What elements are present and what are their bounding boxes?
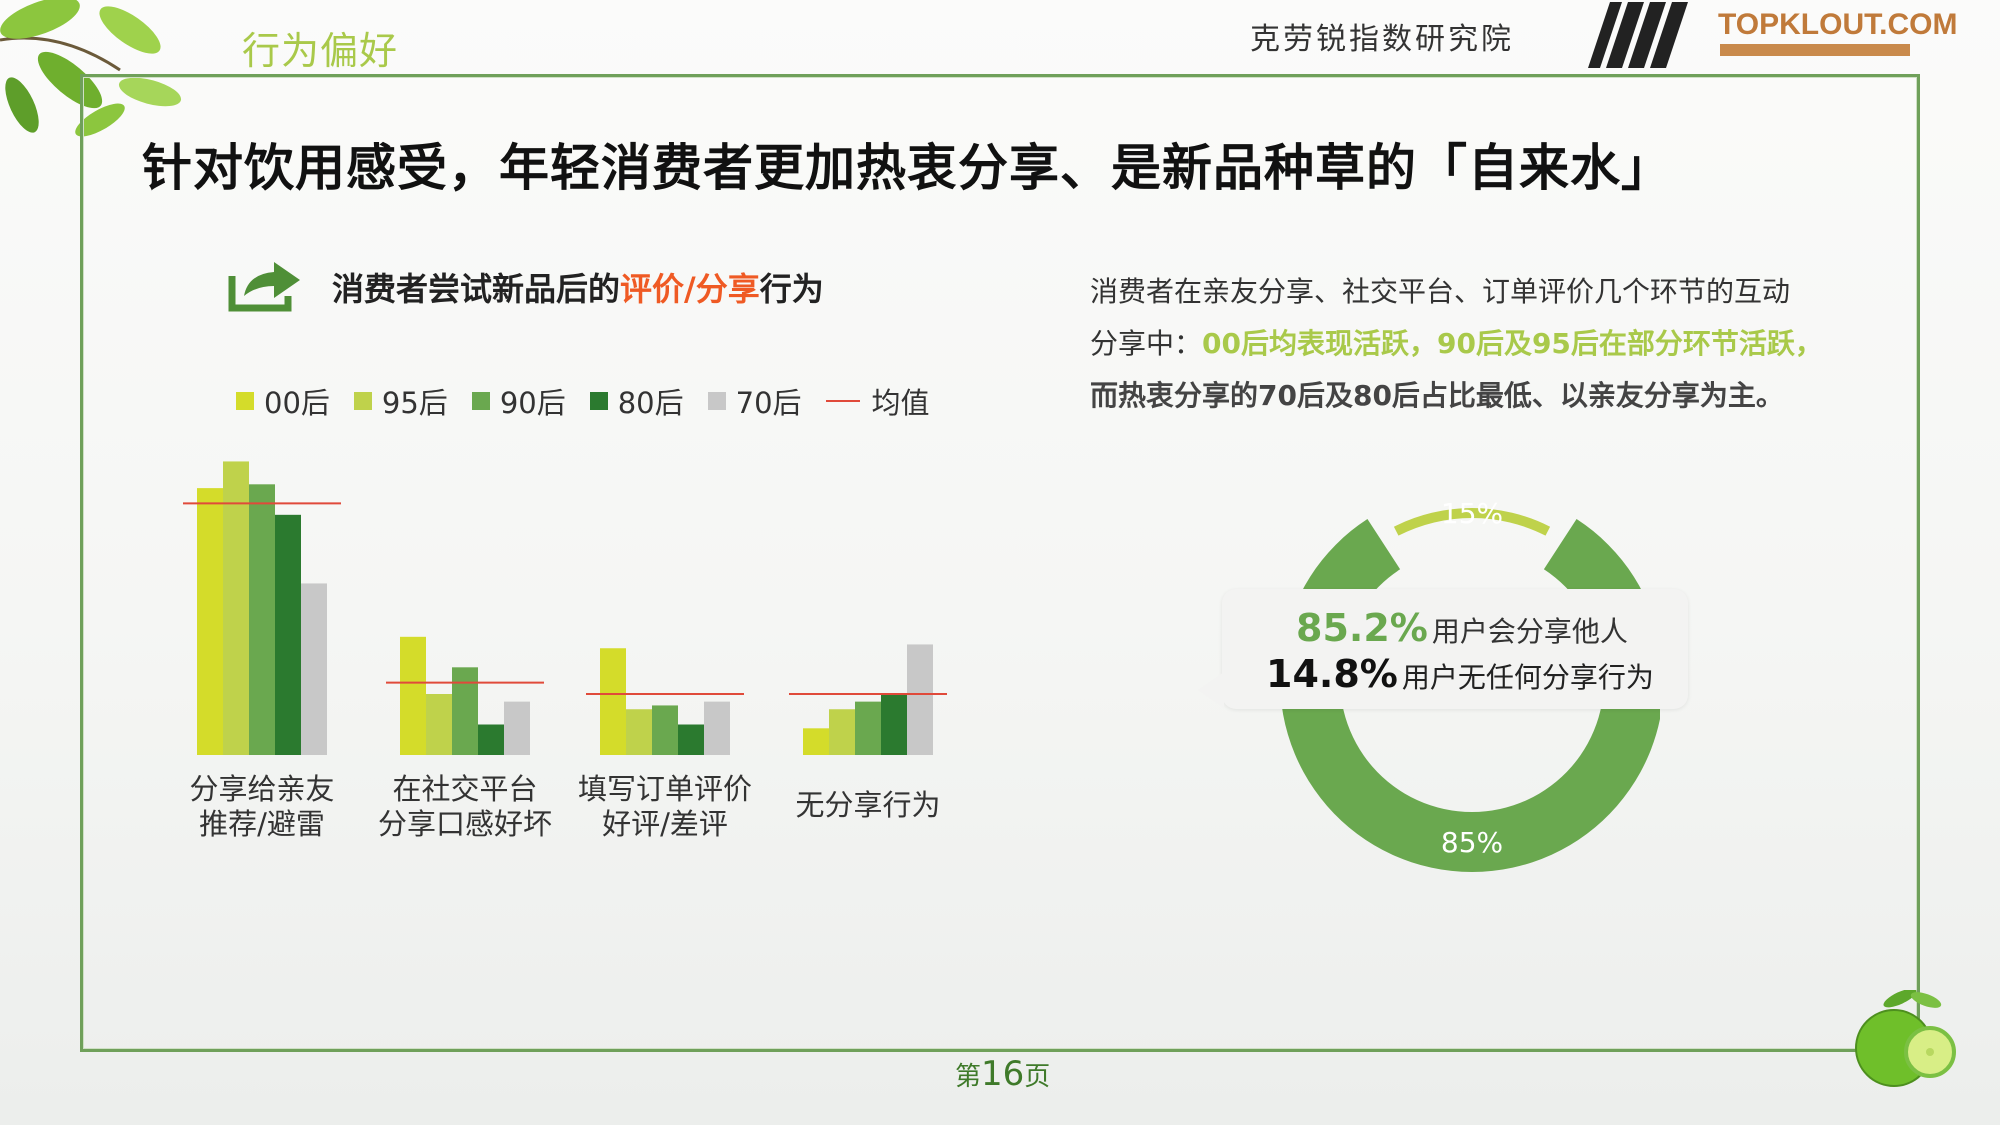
legend-swatch bbox=[353, 392, 372, 410]
bar-95后 bbox=[426, 694, 452, 755]
page-number: 第16页 bbox=[955, 1054, 1050, 1094]
category-label: 在社交平台 分享口感好坏 bbox=[377, 772, 552, 841]
bar-80后 bbox=[881, 694, 907, 755]
chart-title: 消费者尝试新品后的评价/分享行为 bbox=[332, 264, 824, 310]
bar-00后 bbox=[803, 728, 829, 755]
bar-90后 bbox=[855, 701, 881, 755]
donut-slice-15 bbox=[1393, 508, 1551, 536]
bar-95后 bbox=[223, 461, 249, 755]
chart-title-part1: 消费者尝试新品后的 bbox=[332, 270, 621, 308]
bar-00后 bbox=[197, 488, 223, 755]
callout-tail bbox=[1198, 672, 1224, 708]
callout-noshare-percent: 14.8% bbox=[1266, 652, 1398, 696]
callout-share-text: 用户会分享他人 bbox=[1431, 615, 1628, 648]
org-name: 克劳锐指数研究院 bbox=[1250, 22, 1514, 57]
legend-label: 70后 bbox=[735, 386, 802, 420]
chart-title-highlight: 评价/分享 bbox=[620, 270, 760, 308]
legend-item: 80后 bbox=[589, 380, 684, 422]
bar-90后 bbox=[249, 484, 275, 755]
legend-line-swatch bbox=[825, 400, 860, 402]
callout-share-percent: 85.2% bbox=[1296, 606, 1428, 650]
legend-swatch bbox=[589, 392, 608, 410]
legend-item: 70后 bbox=[707, 380, 802, 422]
bar-90后 bbox=[452, 667, 478, 755]
page-number-value: 16 bbox=[981, 1054, 1025, 1094]
stripes-logo-icon bbox=[1588, 2, 1688, 68]
legend-swatch bbox=[471, 392, 490, 410]
legend-item: 90后 bbox=[471, 380, 566, 422]
bar-90后 bbox=[652, 705, 678, 755]
logo-subline bbox=[1720, 44, 1910, 56]
donut-chart: 15% 85% bbox=[1280, 497, 1660, 872]
category-label: 分享给亲友 推荐/避雷 bbox=[189, 772, 335, 841]
legend-swatch bbox=[236, 392, 254, 410]
legend-label: 90后 bbox=[499, 386, 566, 420]
page-suffix: 页 bbox=[1024, 1062, 1051, 1092]
bar-chart bbox=[183, 461, 947, 755]
share-icon bbox=[228, 262, 300, 312]
legend-label: 00后 bbox=[264, 386, 330, 420]
description-line2-prefix: 分享中： bbox=[1090, 327, 1203, 360]
chart-legend: 00后 95后 90后 80后 70后 均值 bbox=[236, 380, 954, 422]
legend-item: 95后 bbox=[353, 380, 448, 422]
callout-noshare-text: 用户无任何分享行为 bbox=[1401, 661, 1654, 694]
bar-70后 bbox=[504, 701, 530, 755]
page-title: 针对饮用感受，年轻消费者更加热衷分享、是新品种草的「自来水」 bbox=[142, 139, 1672, 197]
category-label: 无分享行为 bbox=[795, 788, 941, 822]
legend-item: 00后 bbox=[236, 380, 330, 422]
legend-item: 均值 bbox=[825, 380, 930, 422]
description-line3: 而热衷分享的70后及80后占比最低、以亲友分享为主。 bbox=[1090, 379, 1784, 412]
content-frame bbox=[80, 74, 1920, 1052]
callout-row-noshare: 14.8% 用户无任何分享行为 bbox=[1266, 652, 1654, 696]
description: 消费者在亲友分享、社交平台、订单评价几个环节的互动 分享中：00后均表现活跃，9… bbox=[1090, 266, 1850, 422]
legend-label: 80后 bbox=[617, 386, 684, 420]
bar-80后 bbox=[275, 514, 301, 755]
legend-swatch bbox=[707, 392, 726, 410]
callout-box bbox=[1222, 589, 1688, 709]
bar-95后 bbox=[626, 709, 652, 755]
legend-label: 95后 bbox=[381, 386, 448, 420]
bar-70后 bbox=[301, 583, 327, 755]
legend-label: 均值 bbox=[871, 386, 930, 420]
brand-logo: TOPKLOUT.COM bbox=[1718, 8, 1958, 41]
callout-row-share: 85.2% 用户会分享他人 bbox=[1296, 606, 1628, 650]
description-line2-highlight: 00后均表现活跃，90后及95后在部分环节活跃， bbox=[1202, 327, 1823, 360]
bar-00后 bbox=[400, 636, 426, 755]
page-prefix: 第 bbox=[955, 1062, 982, 1092]
description-line1: 消费者在亲友分享、社交平台、订单评价几个环节的互动 bbox=[1090, 275, 1791, 308]
bar-80后 bbox=[478, 724, 504, 755]
bar-70后 bbox=[704, 701, 730, 755]
chart-title-part2: 行为 bbox=[759, 270, 824, 308]
donut-slice-85 bbox=[1280, 518, 1660, 872]
bar-70后 bbox=[907, 644, 933, 755]
section-tag: 行为偏好 bbox=[242, 29, 399, 73]
category-label: 填写订单评价 好评/差评 bbox=[577, 772, 752, 841]
leaves-decoration bbox=[0, 0, 182, 137]
description-line2: 分享中：00后均表现活跃，90后及95后在部分环节活跃， bbox=[1090, 318, 1850, 370]
bar-95后 bbox=[829, 709, 855, 755]
bar-80后 bbox=[678, 724, 704, 755]
donut-label: 85% bbox=[1441, 826, 1503, 859]
bar-00后 bbox=[600, 648, 626, 755]
lime-icon bbox=[1855, 990, 1956, 1087]
donut-label: 15% bbox=[1441, 497, 1503, 530]
